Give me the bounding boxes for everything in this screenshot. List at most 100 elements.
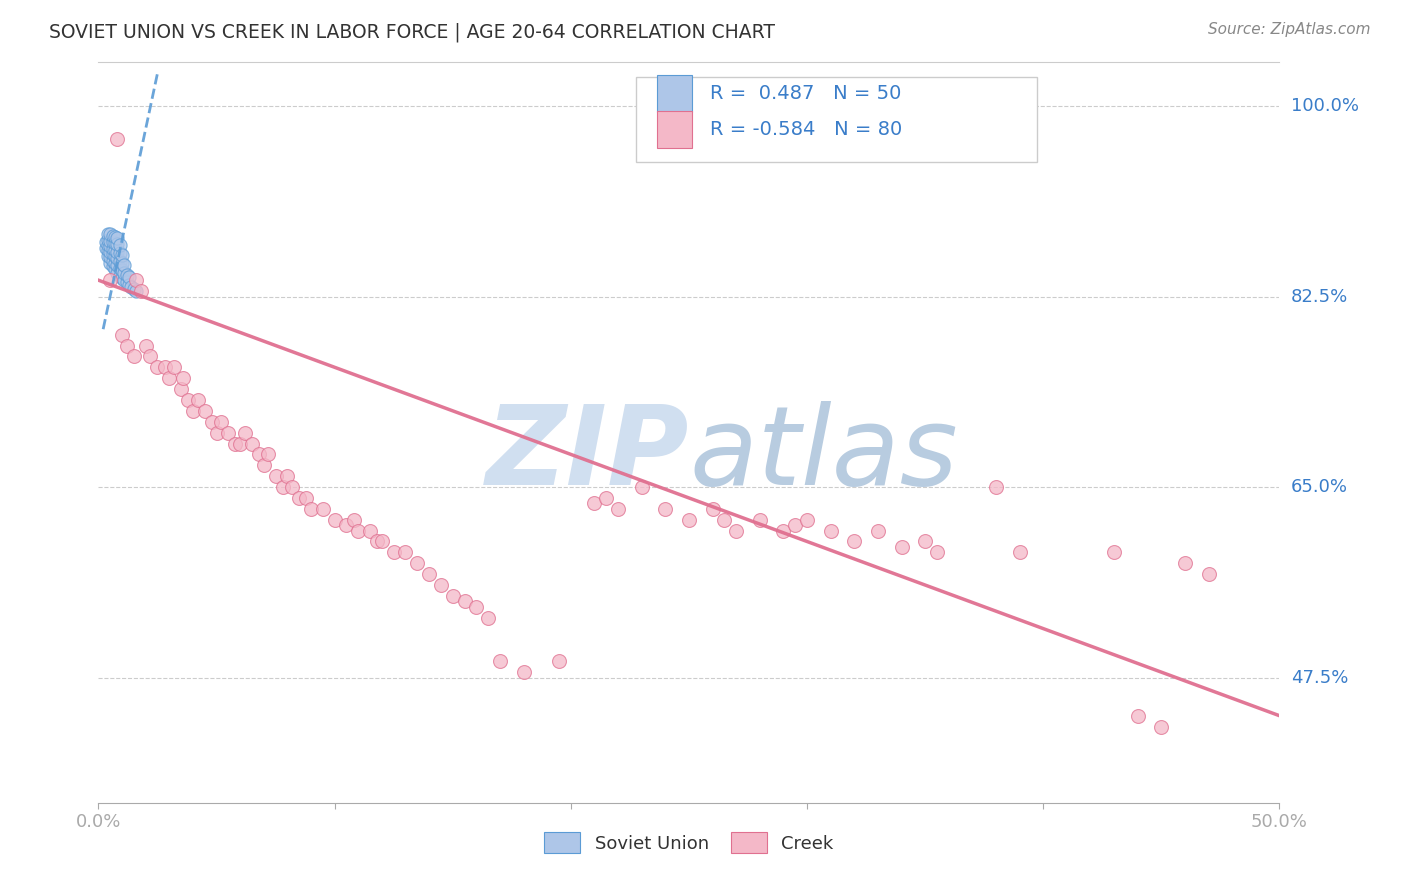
- Point: [201, 415, 224, 429]
- Point: [94, 240, 117, 255]
- Point: [335, 518, 357, 533]
- Point: [105, 266, 128, 280]
- Point: [105, 131, 128, 145]
- Point: [229, 436, 252, 450]
- Point: [595, 491, 617, 505]
- Point: [1008, 545, 1031, 559]
- Text: 65.0%: 65.0%: [1291, 478, 1347, 496]
- Point: [172, 371, 194, 385]
- Point: [112, 266, 135, 280]
- Point: [112, 258, 135, 272]
- Text: 47.5%: 47.5%: [1291, 669, 1348, 687]
- Point: [276, 469, 298, 483]
- Point: [312, 501, 335, 516]
- Text: R =  0.487   N = 50: R = 0.487 N = 50: [710, 84, 901, 103]
- Point: [163, 360, 186, 375]
- Point: [98, 250, 121, 264]
- Point: [187, 392, 209, 407]
- Point: [111, 263, 134, 277]
- Point: [866, 524, 889, 538]
- Point: [98, 227, 121, 242]
- Point: [101, 242, 124, 256]
- Point: [702, 501, 724, 516]
- Point: [271, 480, 294, 494]
- Point: [209, 415, 232, 429]
- Point: [98, 273, 121, 287]
- Point: [111, 271, 134, 285]
- Point: [104, 249, 127, 263]
- Point: [347, 524, 370, 538]
- Point: [98, 234, 121, 248]
- Point: [97, 243, 120, 257]
- Point: [181, 404, 204, 418]
- Point: [359, 524, 381, 538]
- Point: [441, 589, 464, 603]
- Text: atlas: atlas: [689, 401, 957, 508]
- Point: [1198, 567, 1220, 582]
- Point: [122, 282, 145, 296]
- Point: [98, 239, 121, 253]
- Point: [489, 654, 512, 668]
- Point: [323, 513, 346, 527]
- Point: [281, 480, 304, 494]
- Point: [785, 518, 807, 533]
- Point: [1102, 545, 1125, 559]
- Point: [104, 256, 127, 270]
- Point: [678, 513, 700, 527]
- Point: [418, 567, 440, 582]
- Point: [121, 279, 143, 293]
- Point: [111, 256, 134, 270]
- Point: [115, 268, 138, 282]
- Point: [122, 350, 145, 364]
- Point: [105, 244, 128, 259]
- Point: [725, 524, 748, 538]
- Point: [194, 404, 217, 418]
- Point: [299, 501, 322, 516]
- Point: [101, 259, 124, 273]
- Point: [153, 360, 176, 375]
- Point: [465, 599, 488, 614]
- Point: [101, 235, 124, 249]
- Point: [748, 513, 770, 527]
- Point: [177, 392, 200, 407]
- Point: [240, 436, 263, 450]
- Text: R = -0.584   N = 80: R = -0.584 N = 80: [710, 120, 903, 138]
- Point: [890, 540, 912, 554]
- Point: [1150, 720, 1173, 734]
- Point: [108, 268, 131, 283]
- Point: [105, 258, 128, 272]
- Point: [94, 235, 117, 249]
- Point: [342, 513, 364, 527]
- Point: [253, 458, 276, 473]
- Point: [224, 436, 246, 450]
- Point: [713, 513, 735, 527]
- Point: [115, 338, 138, 352]
- Point: [108, 261, 131, 276]
- FancyBboxPatch shape: [657, 111, 693, 147]
- Point: [371, 534, 394, 549]
- Point: [97, 238, 120, 252]
- Point: [477, 610, 499, 624]
- Point: [548, 654, 571, 668]
- Point: [118, 269, 141, 284]
- Point: [108, 238, 131, 252]
- Point: [233, 425, 256, 440]
- Point: [125, 284, 148, 298]
- Point: [157, 371, 180, 385]
- Point: [914, 534, 936, 549]
- Point: [844, 534, 866, 549]
- Text: ZIP: ZIP: [485, 401, 689, 508]
- Point: [607, 501, 630, 516]
- Point: [98, 244, 121, 259]
- Point: [101, 253, 124, 268]
- Point: [512, 665, 534, 680]
- Point: [406, 556, 429, 570]
- Point: [1174, 556, 1197, 570]
- Point: [104, 229, 127, 244]
- Point: [104, 236, 127, 251]
- Point: [104, 243, 127, 257]
- Point: [108, 253, 131, 268]
- Point: [135, 338, 157, 352]
- Point: [820, 524, 842, 538]
- Point: [796, 513, 818, 527]
